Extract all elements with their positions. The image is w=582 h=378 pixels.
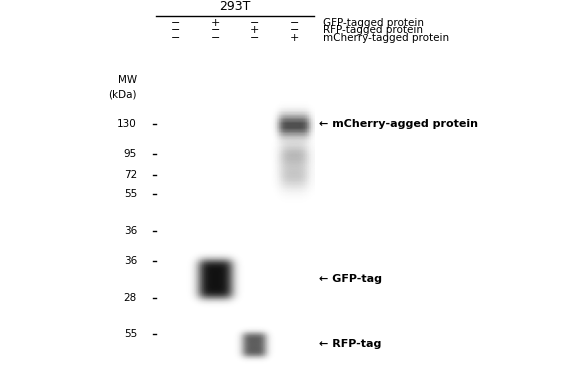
Text: 72: 72 [124, 170, 137, 180]
Text: ← RFP-tag: ← RFP-tag [319, 339, 381, 349]
Text: (kDa): (kDa) [108, 90, 137, 100]
Text: MW: MW [118, 74, 137, 85]
Text: 293T: 293T [219, 0, 251, 13]
Text: 36: 36 [124, 226, 137, 235]
Text: −: − [250, 33, 260, 43]
Text: mCherry-tagged protein: mCherry-tagged protein [323, 33, 449, 43]
Text: 28: 28 [124, 293, 137, 303]
Text: 55: 55 [124, 328, 137, 339]
Text: −: − [211, 25, 220, 35]
Text: −: − [290, 25, 299, 35]
Text: 55: 55 [124, 189, 137, 199]
Text: ← GFP-tag: ← GFP-tag [319, 274, 382, 284]
Text: +: + [250, 25, 260, 35]
Text: −: − [211, 33, 220, 43]
Text: +: + [290, 33, 299, 43]
Text: −: − [171, 25, 180, 35]
Text: −: − [250, 18, 260, 28]
Text: GFP-tagged protein: GFP-tagged protein [323, 18, 424, 28]
Text: 130: 130 [117, 119, 137, 129]
Text: −: − [171, 18, 180, 28]
Text: +: + [211, 18, 220, 28]
Text: ← mCherry-agged protein: ← mCherry-agged protein [319, 119, 478, 129]
Text: 95: 95 [124, 149, 137, 159]
Text: 36: 36 [124, 256, 137, 266]
Text: −: − [171, 33, 180, 43]
Text: −: − [290, 18, 299, 28]
Text: RFP-tagged protein: RFP-tagged protein [323, 25, 423, 35]
